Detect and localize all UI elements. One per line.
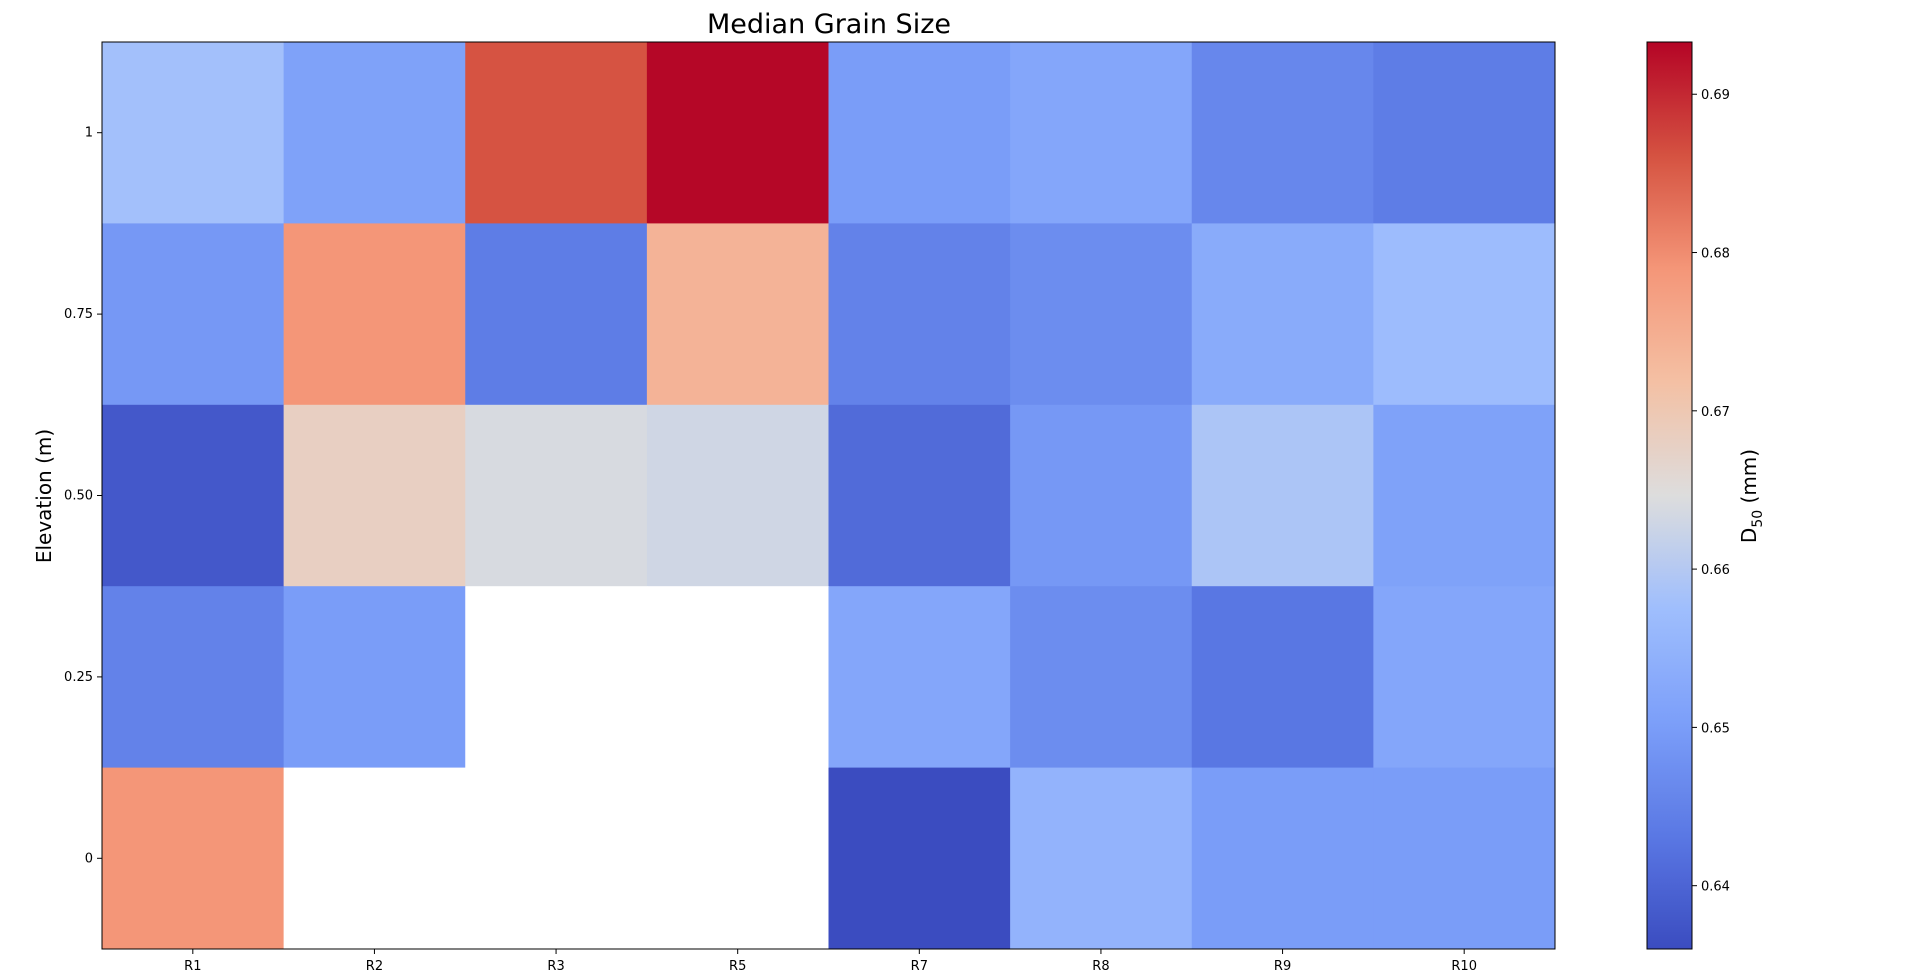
heatmap-cell-0-R8 — [1010, 767, 1193, 950]
y-tick-label: 0 — [85, 851, 93, 866]
heatmap-cell-1-R10 — [1373, 42, 1556, 224]
heatmap-cell-0.25-R3 — [465, 586, 648, 769]
colorbar-tick-label: 0.68 — [1701, 247, 1730, 262]
y-axis-label: Elevation (m) — [32, 429, 56, 563]
heatmap-cell-1-R7 — [828, 42, 1011, 224]
colorbar-ticks: 0.64 0.65 0.66 0.67 0.68 0.69 — [1692, 88, 1730, 895]
colorbar — [1646, 41, 1693, 950]
heatmap-cell-0.25-R5 — [646, 586, 829, 769]
heatmap-cell-0.50-R9 — [1191, 404, 1374, 587]
heatmap-cell-0-R1 — [102, 767, 285, 950]
heatmap-cell-0.50-R8 — [1010, 404, 1193, 587]
colorbar-tick-label: 0.66 — [1701, 563, 1730, 578]
colorbar-label: D50 (mm) — [1737, 449, 1766, 543]
x-tick-label: R8 — [1092, 959, 1109, 974]
heatmap-cell-1-R1 — [102, 42, 285, 224]
chart-title: Median Grain Size — [707, 9, 951, 40]
heatmap-cell-0-R9 — [1191, 767, 1374, 950]
heatmap-cell-0.75-R7 — [828, 223, 1011, 406]
x-tick-label: R10 — [1451, 959, 1477, 974]
heatmap-cell-0.75-R10 — [1373, 223, 1556, 406]
heatmap-cell-0.25-R1 — [102, 586, 285, 769]
heatmap-cell-1-R2 — [283, 42, 466, 224]
y-tick-label: 0.25 — [64, 670, 93, 685]
heatmap-cell-0-R2 — [283, 767, 466, 950]
heatmap-cell-0.50-R1 — [102, 404, 285, 587]
colorbar-tick-label: 0.67 — [1701, 405, 1730, 420]
colorbar-tick-label: 0.64 — [1701, 880, 1730, 895]
heatmap-cell-0.50-R2 — [283, 404, 466, 587]
heatmap-cell-0.25-R8 — [1010, 586, 1193, 769]
y-tick-label: 1 — [85, 126, 93, 141]
heatmap-cell-1-R5 — [646, 42, 829, 224]
x-tick-label: R7 — [911, 959, 928, 974]
x-tick-label: R5 — [729, 959, 746, 974]
heatmap-cell-0.50-R3 — [465, 404, 648, 587]
heatmap-cells — [102, 42, 1556, 950]
x-tick-label: R1 — [184, 959, 201, 974]
heatmap-cell-0.25-R2 — [283, 586, 466, 769]
y-tick-label: 0.50 — [64, 489, 93, 504]
heatmap-cell-1-R9 — [1191, 42, 1374, 224]
colorbar-label-subscript: 50 — [1750, 510, 1766, 528]
heatmap-cell-0-R7 — [828, 767, 1011, 950]
heatmap-cell-0.75-R5 — [646, 223, 829, 406]
colorbar-label-main: D — [1737, 528, 1761, 543]
heatmap-cell-0.75-R1 — [102, 223, 285, 406]
x-tick-label: R3 — [547, 959, 564, 974]
heatmap-cell-0-R3 — [465, 767, 648, 950]
heatmap-cell-1-R3 — [465, 42, 648, 224]
heatmap-cell-0-R10 — [1373, 767, 1556, 950]
heatmap-cell-0.75-R2 — [283, 223, 466, 406]
heatmap-cell-0.50-R5 — [646, 404, 829, 587]
heatmap-cell-0.50-R7 — [828, 404, 1011, 587]
heatmap-cell-0.25-R10 — [1373, 586, 1556, 769]
heatmap-cell-0-R5 — [646, 767, 829, 950]
heatmap-cell-0.50-R10 — [1373, 404, 1556, 587]
x-axis-ticks: R1 R2 R3 R5 R7 R8 R9 R10 — [184, 949, 1477, 974]
x-tick-label: R2 — [366, 959, 383, 974]
heatmap-cell-0.25-R9 — [1191, 586, 1374, 769]
x-tick-label: R9 — [1274, 959, 1291, 974]
heatmap-cell-0.75-R8 — [1010, 223, 1193, 406]
heatmap-cell-1-R8 — [1010, 42, 1193, 224]
colorbar-tick-label: 0.65 — [1701, 721, 1730, 736]
heatmap-cell-0.75-R3 — [465, 223, 648, 406]
y-tick-label: 0.75 — [64, 307, 93, 322]
heatmap-cell-0.25-R7 — [828, 586, 1011, 769]
heatmap-cell-0.75-R9 — [1191, 223, 1374, 406]
colorbar-label-unit: (mm) — [1737, 449, 1761, 510]
colorbar-tick-label: 0.69 — [1701, 88, 1730, 103]
y-axis-ticks: 1 0.75 0.50 0.25 0 — [64, 126, 102, 866]
